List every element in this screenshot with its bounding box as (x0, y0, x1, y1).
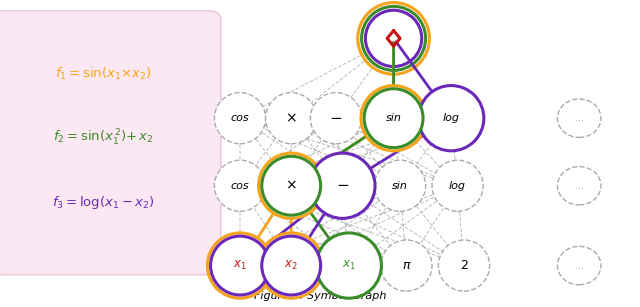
Ellipse shape (207, 233, 273, 298)
Text: sin: sin (392, 181, 408, 191)
Ellipse shape (438, 240, 490, 291)
Text: log: log (449, 181, 466, 191)
Text: log: log (443, 113, 460, 123)
Ellipse shape (365, 10, 422, 67)
Text: ...: ... (575, 261, 584, 270)
Ellipse shape (432, 160, 483, 211)
Ellipse shape (259, 153, 324, 218)
Ellipse shape (367, 11, 420, 65)
Text: ×: × (285, 179, 297, 193)
Ellipse shape (316, 233, 381, 298)
Ellipse shape (317, 160, 368, 211)
Text: −: − (330, 111, 342, 126)
Ellipse shape (381, 240, 432, 291)
Ellipse shape (557, 99, 601, 138)
Text: $\pi$: $\pi$ (401, 259, 412, 272)
Text: Figure 1: Symbol Graph: Figure 1: Symbol Graph (254, 291, 386, 301)
Ellipse shape (214, 93, 266, 144)
Ellipse shape (266, 240, 317, 291)
Ellipse shape (362, 6, 426, 70)
Ellipse shape (364, 89, 423, 148)
Text: 2: 2 (460, 259, 468, 272)
Ellipse shape (426, 93, 477, 144)
Text: ...: ... (575, 113, 584, 123)
Ellipse shape (214, 160, 266, 211)
Text: cos: cos (230, 181, 250, 191)
FancyBboxPatch shape (0, 11, 221, 275)
Text: cos: cos (230, 113, 250, 123)
Text: ...: ... (575, 181, 584, 191)
Text: $f_3 = \log(x_1 - x_2)$: $f_3 = \log(x_1 - x_2)$ (52, 194, 155, 211)
Ellipse shape (310, 93, 362, 144)
Text: $f_2 = \sin(x_1^{\,2}){+}\, x_2$: $f_2 = \sin(x_1^{\,2}){+}\, x_2$ (53, 128, 154, 148)
Text: −: − (336, 178, 349, 193)
Ellipse shape (214, 240, 266, 291)
Ellipse shape (262, 236, 321, 295)
Text: $x_1$: $x_1$ (233, 259, 247, 272)
Ellipse shape (211, 236, 269, 295)
Ellipse shape (323, 240, 374, 291)
Text: $f_1 = \sin(x_1{\times}x_2)$: $f_1 = \sin(x_1{\times}x_2)$ (56, 66, 152, 82)
Ellipse shape (419, 86, 484, 151)
Ellipse shape (557, 246, 601, 285)
Ellipse shape (266, 160, 317, 211)
Ellipse shape (368, 93, 419, 144)
Text: $x_2$: $x_2$ (284, 259, 298, 272)
Ellipse shape (361, 86, 426, 151)
Ellipse shape (259, 233, 324, 298)
Text: $x_1$: $x_1$ (342, 259, 356, 272)
Ellipse shape (310, 153, 375, 218)
Text: sin: sin (386, 113, 401, 123)
Ellipse shape (262, 156, 321, 215)
Ellipse shape (266, 93, 317, 144)
Ellipse shape (358, 2, 429, 74)
Text: ×: × (285, 111, 297, 125)
Ellipse shape (374, 160, 426, 211)
Ellipse shape (557, 166, 601, 205)
